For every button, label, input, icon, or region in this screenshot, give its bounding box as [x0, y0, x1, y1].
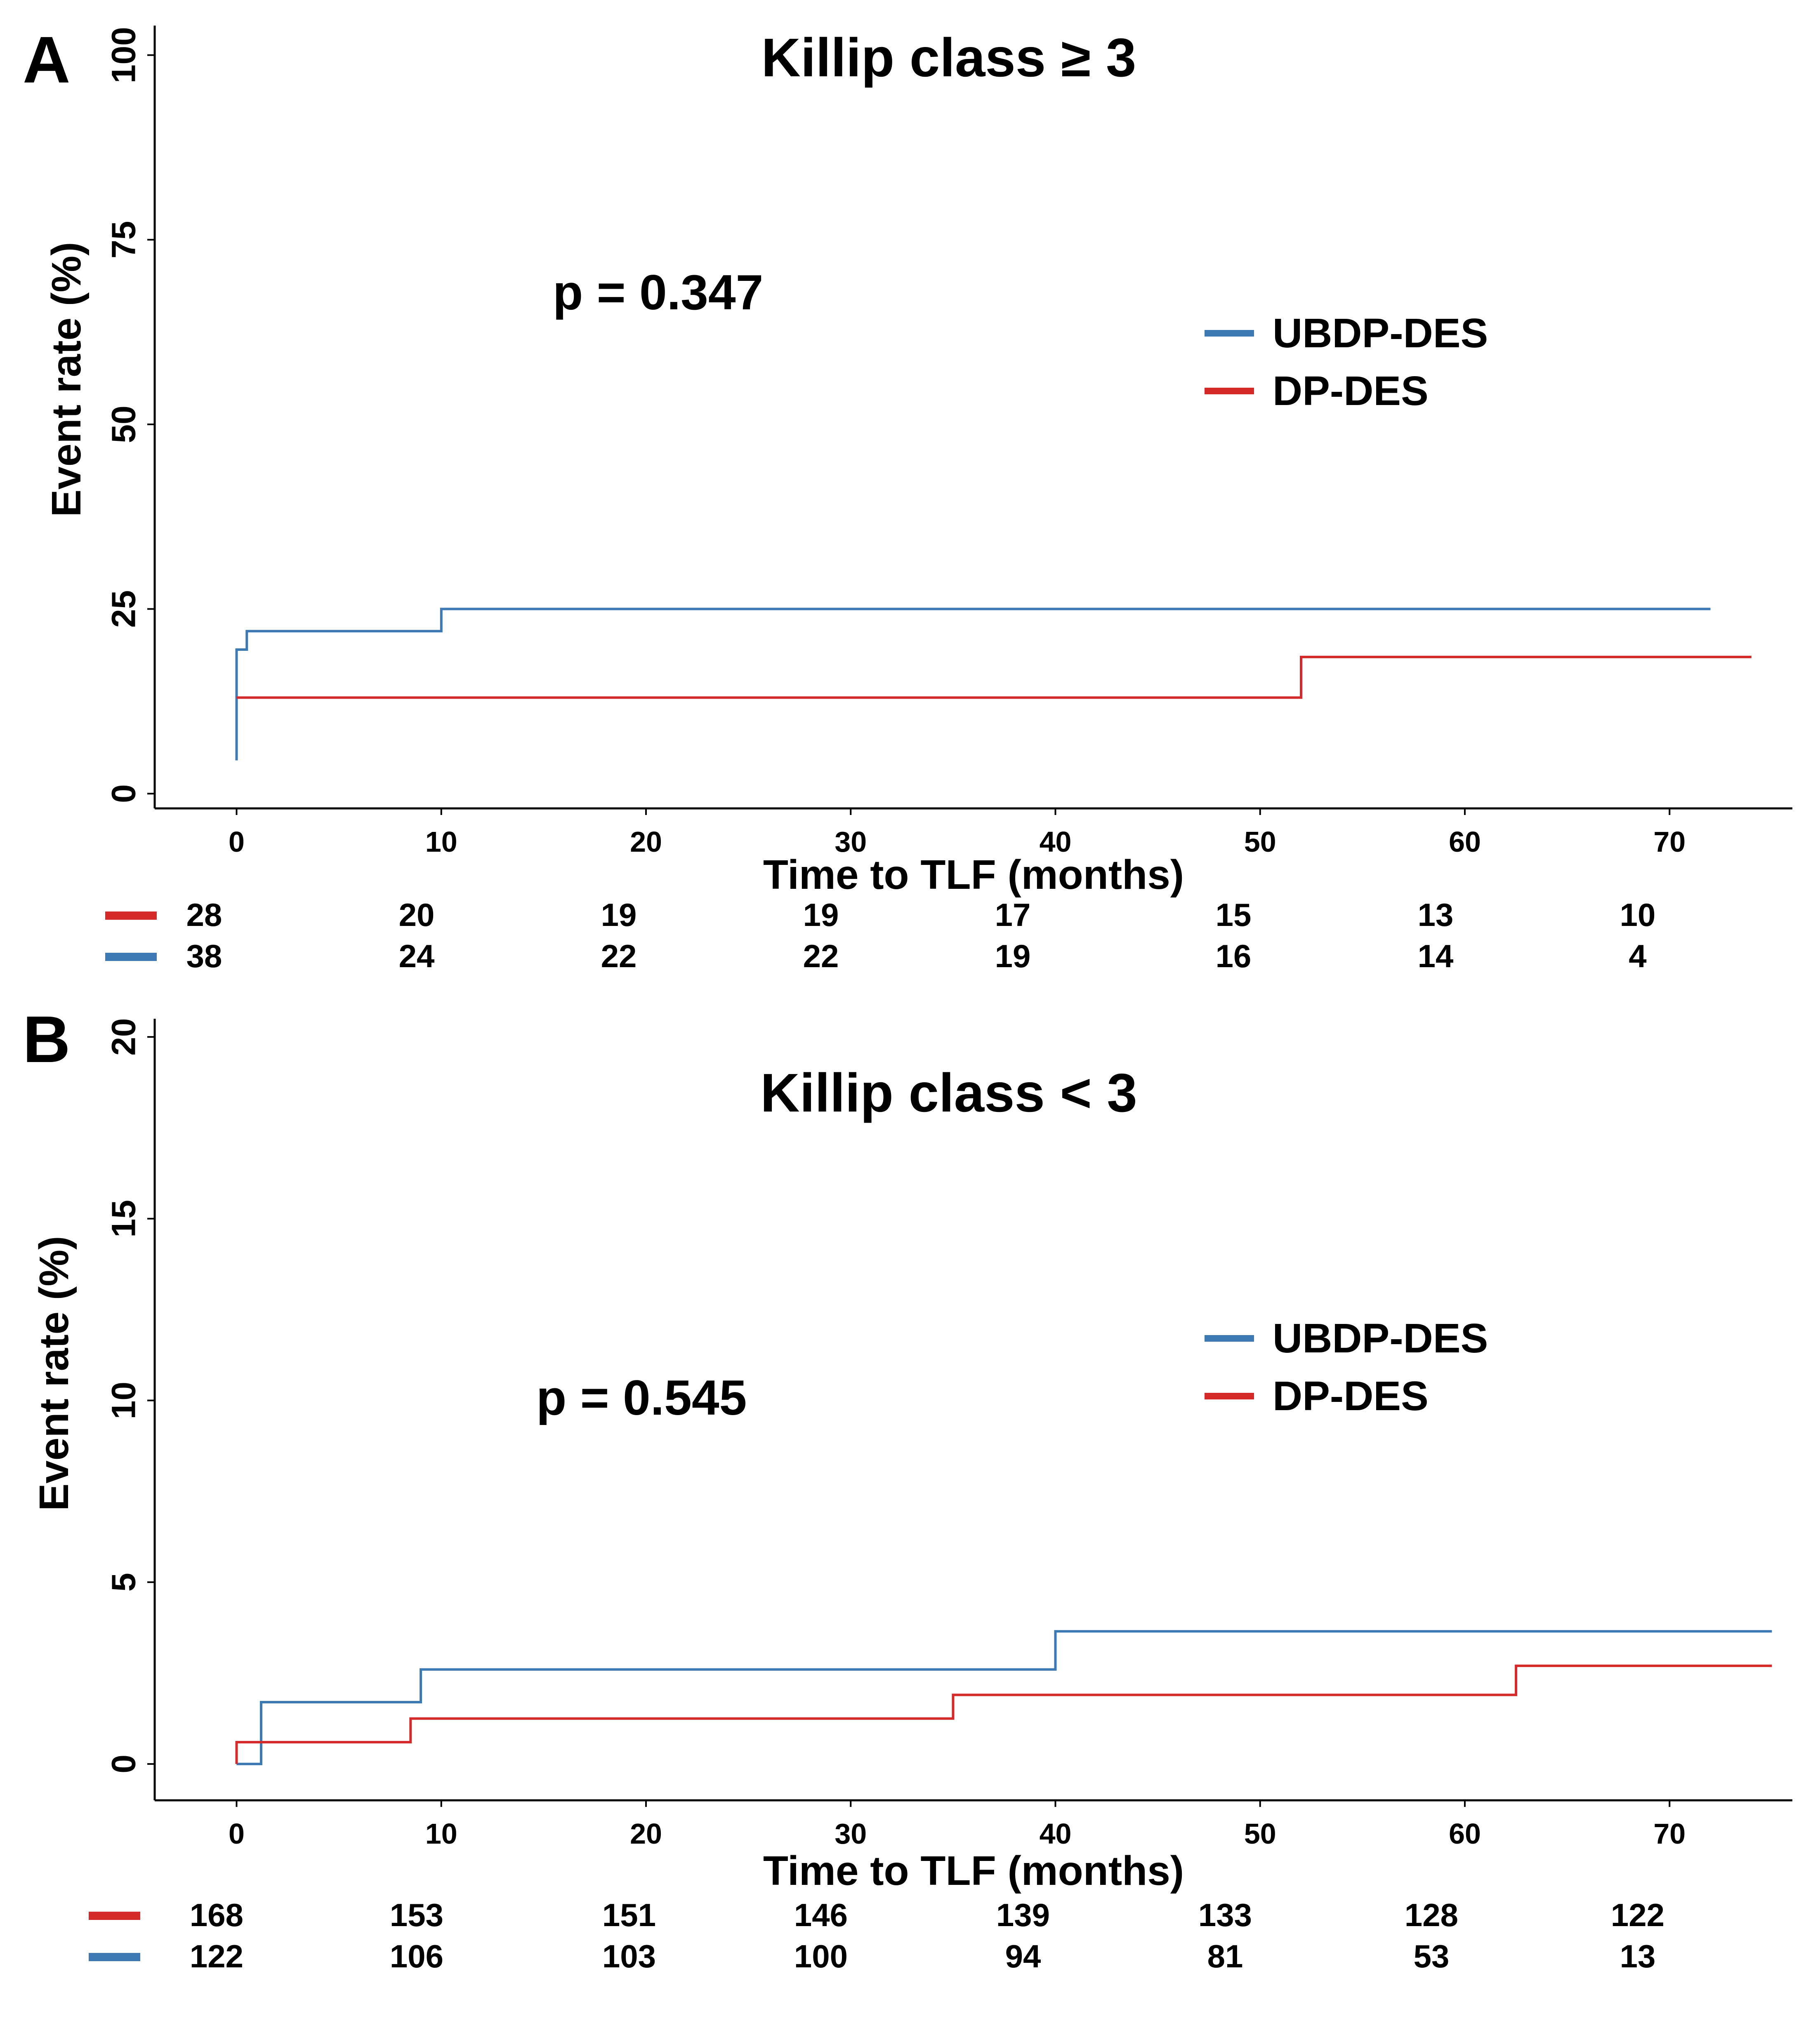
risk-count-dp: 139	[996, 1897, 1050, 1933]
x-tick-label: 50	[1244, 826, 1276, 858]
legend-label-ubdp: UBDP-DES	[1273, 310, 1488, 356]
risk-count-ubdp: 13	[1620, 1938, 1656, 1974]
y-axis-label: Event rate (%)	[43, 242, 90, 517]
panel-b: B Killip class < 3 0 5 10 15 20 Event rate (%) 0…	[23, 1002, 1792, 1974]
y-tick-label: 10	[105, 1382, 143, 1419]
p-value: p = 0.347	[553, 265, 763, 320]
x-tick-label: 70	[1653, 1818, 1686, 1850]
risk-count-ubdp: 22	[601, 938, 637, 974]
x-axis-label: Time to TLF (months)	[763, 852, 1184, 898]
risk-count-dp: 10	[1620, 897, 1656, 933]
risk-count-dp: 168	[190, 1897, 243, 1933]
p-value: p = 0.545	[536, 1370, 747, 1425]
series-line-ubdp	[236, 1630, 1772, 1765]
x-tick-label: 10	[425, 1818, 457, 1850]
risk-count-ubdp: 103	[602, 1938, 656, 1974]
series-line-dp	[236, 655, 1752, 699]
x-tick-label: 60	[1449, 1818, 1481, 1850]
chart-title: Killip class ≥ 3	[761, 27, 1136, 88]
risk-count-ubdp: 38	[186, 938, 222, 974]
y-tick-label: 0	[105, 784, 143, 803]
risk-count-ubdp: 14	[1418, 938, 1454, 974]
x-tick-label: 40	[1040, 826, 1072, 858]
panel-letter: B	[23, 1002, 71, 1076]
risk-count-ubdp: 100	[794, 1938, 848, 1974]
risk-count-dp: 19	[803, 897, 839, 933]
risk-count-dp: 13	[1418, 897, 1454, 933]
risk-count-dp: 17	[995, 897, 1031, 933]
x-tick-label: 0	[229, 826, 245, 858]
legend-label-dp: DP-DES	[1273, 1373, 1429, 1419]
legend-label-dp: DP-DES	[1273, 368, 1429, 414]
x-tick-label: 60	[1449, 826, 1481, 858]
risk-count-ubdp: 19	[995, 938, 1031, 974]
risk-count-ubdp: 22	[803, 938, 839, 974]
risk-count-dp: 20	[399, 897, 435, 933]
risk-count-ubdp: 122	[190, 1938, 243, 1974]
series-line-dp	[235, 1664, 1772, 1764]
x-tick-label: 20	[630, 1818, 662, 1850]
y-tick-label: 100	[105, 27, 143, 83]
y-tick-label: 25	[105, 590, 143, 628]
y-axis-label: Event rate (%)	[31, 1236, 77, 1511]
y-tick-label: 0	[105, 1755, 143, 1774]
y-tick-label: 50	[105, 405, 143, 443]
x-tick-label: 40	[1040, 1818, 1072, 1850]
risk-count-ubdp: 53	[1414, 1938, 1450, 1974]
risk-count-ubdp: 81	[1207, 1938, 1243, 1974]
risk-count-ubdp: 24	[399, 938, 435, 974]
series-line-ubdp	[235, 608, 1711, 761]
y-tick-label: 75	[105, 221, 143, 259]
risk-count-dp: 122	[1611, 1897, 1664, 1933]
risk-count-dp: 151	[602, 1897, 656, 1933]
y-tick-label: 15	[105, 1200, 143, 1237]
x-tick-label: 50	[1244, 1818, 1276, 1850]
risk-count-ubdp: 94	[1005, 1938, 1041, 1974]
risk-count-ubdp: 16	[1216, 938, 1252, 974]
y-tick-label: 20	[105, 1018, 143, 1055]
legend-label-ubdp: UBDP-DES	[1273, 1315, 1488, 1361]
risk-count-ubdp: 106	[390, 1938, 443, 1974]
x-tick-label: 70	[1653, 826, 1686, 858]
risk-count-dp: 19	[601, 897, 637, 933]
panel-letter: A	[23, 23, 71, 97]
x-tick-label: 20	[630, 826, 662, 858]
x-tick-label: 30	[835, 826, 867, 858]
risk-count-ubdp: 4	[1629, 938, 1646, 974]
risk-count-dp: 146	[794, 1897, 848, 1933]
y-tick-label: 5	[105, 1573, 143, 1592]
x-tick-label: 10	[425, 826, 457, 858]
x-tick-label: 0	[229, 1818, 245, 1850]
risk-count-dp: 128	[1405, 1897, 1458, 1933]
risk-count-dp: 133	[1198, 1897, 1252, 1933]
x-axis-label: Time to TLF (months)	[763, 1848, 1184, 1894]
risk-count-dp: 153	[390, 1897, 443, 1933]
risk-count-dp: 15	[1216, 897, 1252, 933]
x-tick-label: 30	[835, 1818, 867, 1850]
chart-title: Killip class < 3	[760, 1062, 1137, 1123]
risk-count-dp: 28	[186, 897, 222, 933]
